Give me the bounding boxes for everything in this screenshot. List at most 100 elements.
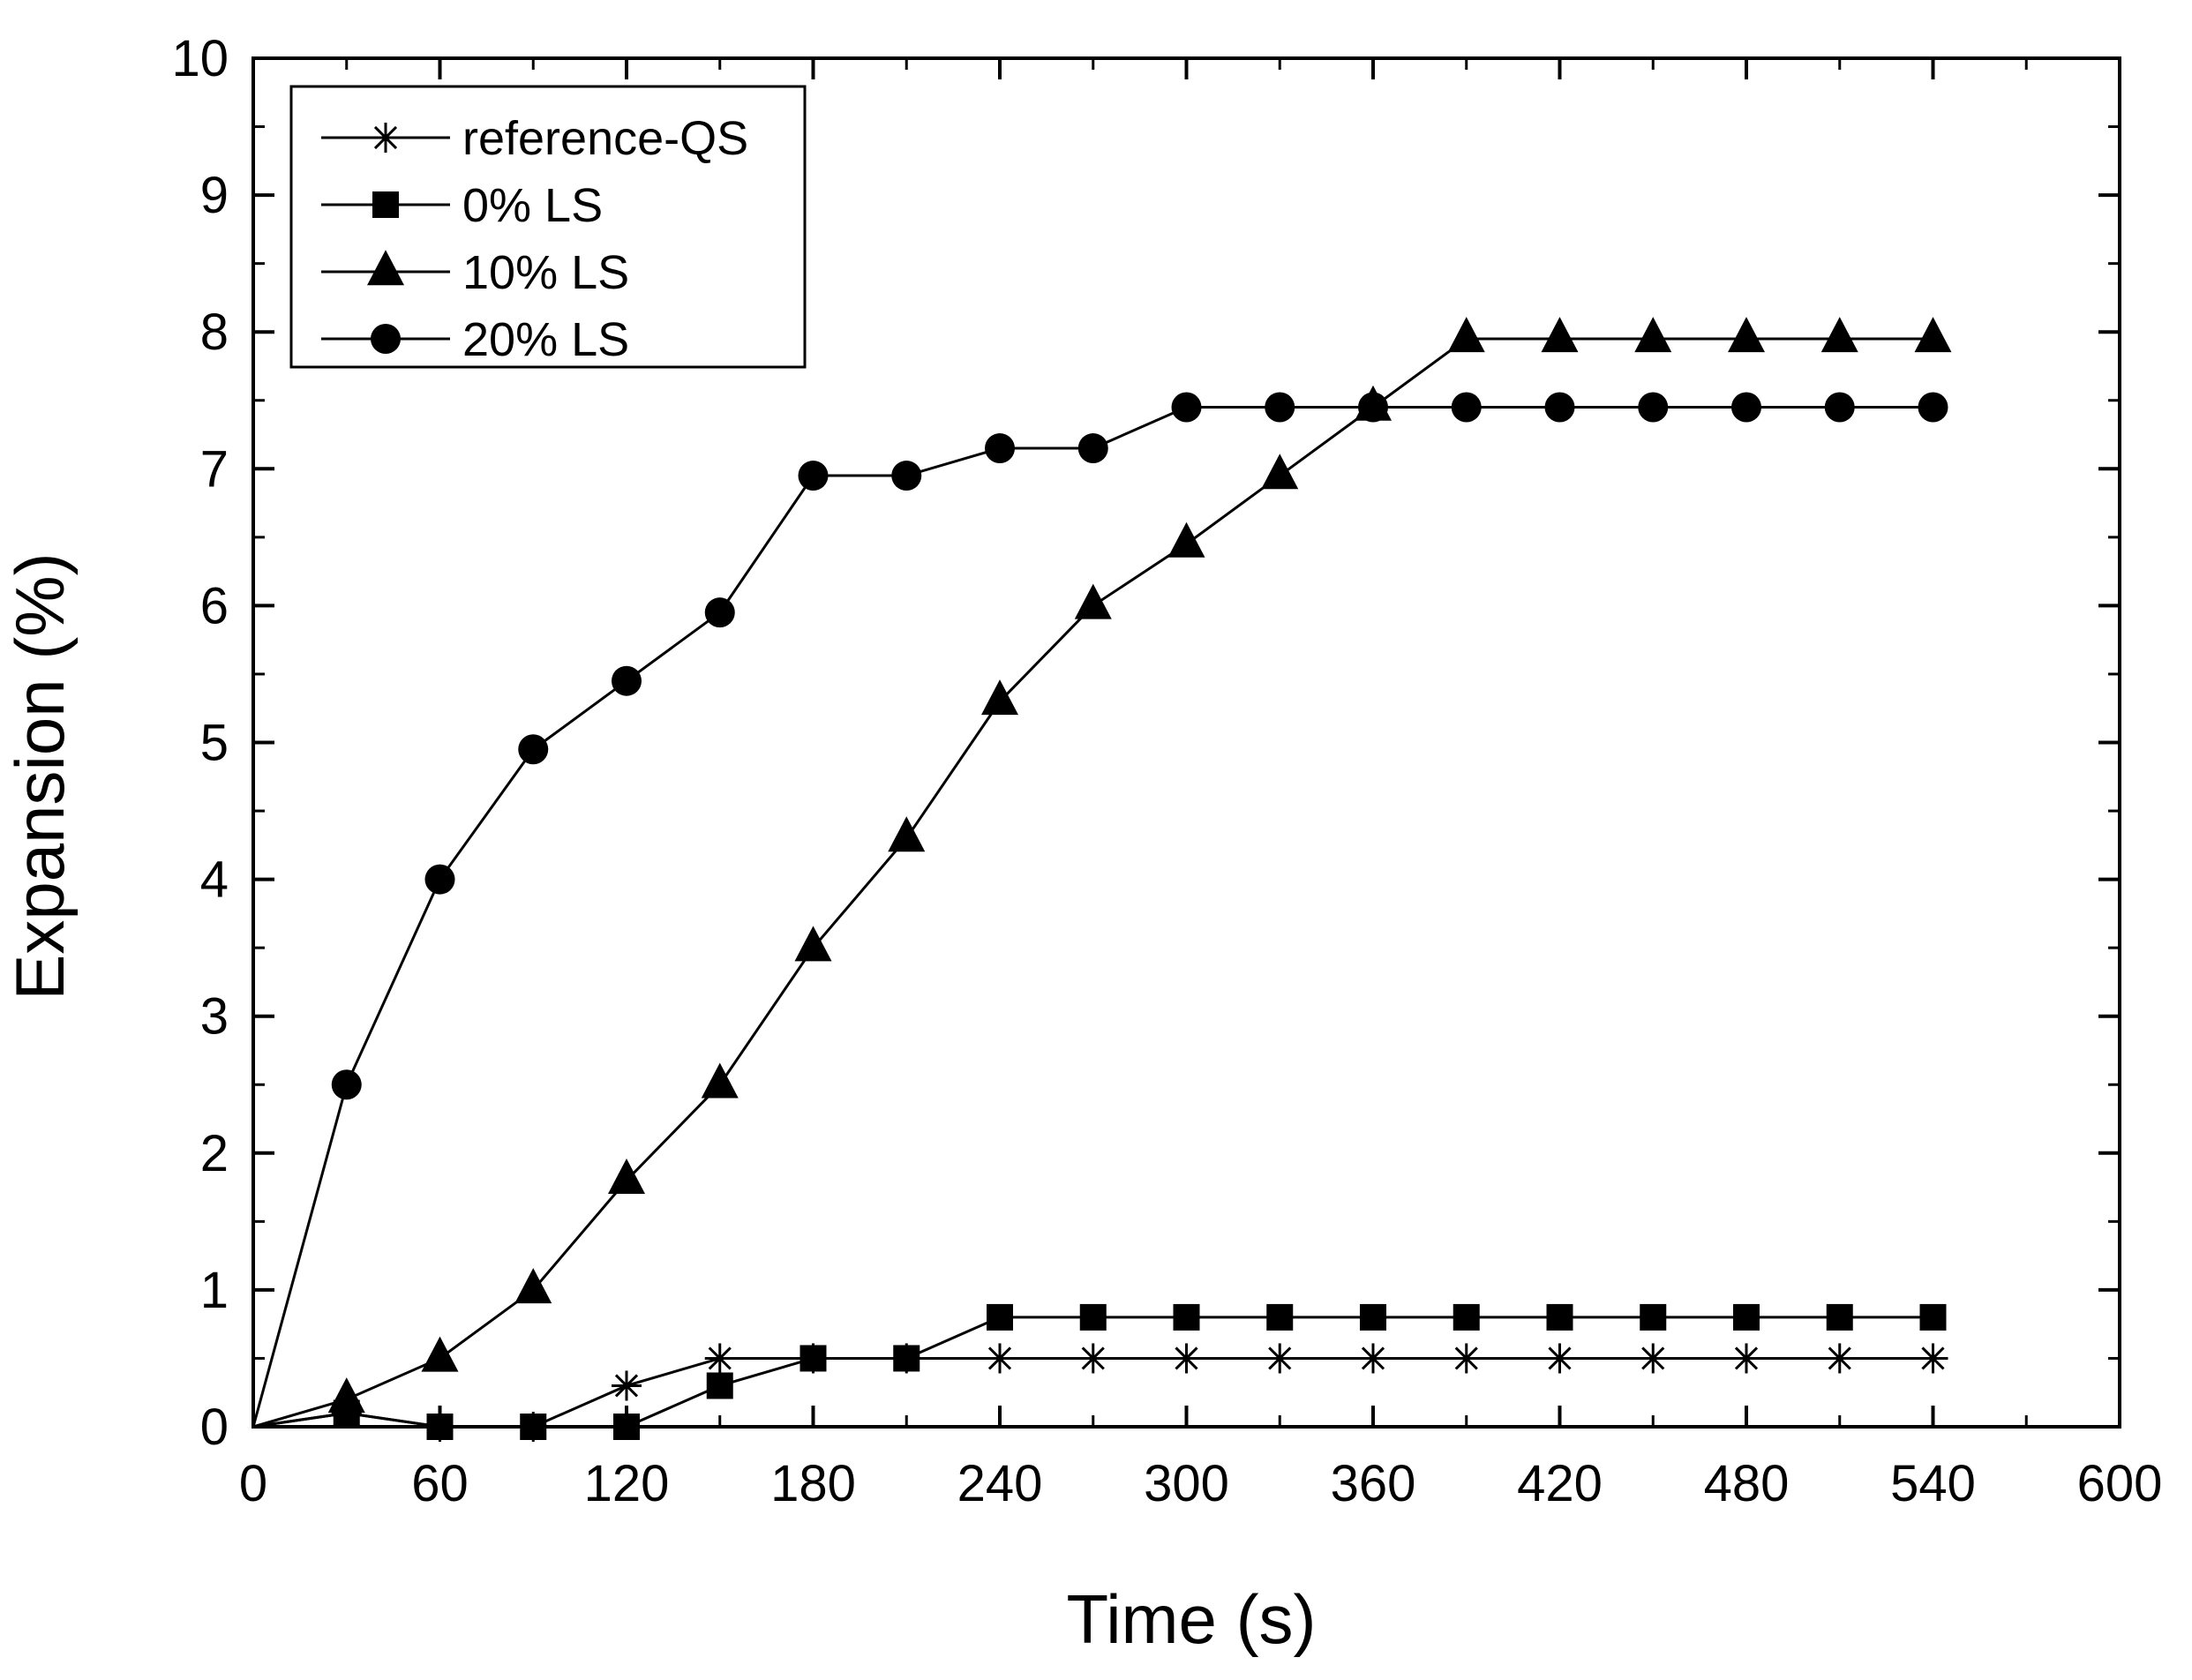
data-point-10-ls bbox=[981, 679, 1018, 716]
data-point-reference-qs bbox=[1638, 1343, 1669, 1374]
data-point-0-ls bbox=[1266, 1303, 1294, 1331]
data-point-10-ls bbox=[701, 1062, 739, 1099]
asterisk-stroke bbox=[1828, 1346, 1851, 1370]
data-point-reference-qs bbox=[1918, 1343, 1948, 1374]
data-point-10-ls bbox=[1447, 317, 1485, 353]
x-tick-label: 180 bbox=[770, 1455, 856, 1512]
asterisk-stroke bbox=[708, 1346, 732, 1370]
data-point-20-ls bbox=[1638, 392, 1669, 423]
data-point-0-ls bbox=[613, 1414, 640, 1440]
data-point-20-ls bbox=[985, 433, 1015, 464]
x-tick-label: 240 bbox=[957, 1455, 1043, 1512]
series-layer bbox=[251, 317, 1952, 1442]
data-point-10-ls bbox=[514, 1268, 552, 1304]
data-point-0-ls bbox=[1733, 1303, 1760, 1331]
data-point-10-ls bbox=[1261, 454, 1299, 490]
data-point-20-ls bbox=[704, 597, 735, 628]
data-point-0-ls bbox=[426, 1414, 454, 1440]
data-point-reference-qs bbox=[1451, 1343, 1482, 1374]
data-point-20-ls bbox=[1918, 392, 1948, 423]
y-tick-label: 3 bbox=[200, 988, 229, 1046]
legend-label: 0% LS bbox=[462, 179, 603, 232]
y-axis-title: Expansion (%) bbox=[1, 552, 79, 1000]
data-point-0-ls bbox=[1173, 1303, 1200, 1331]
data-point-10-ls bbox=[1914, 317, 1952, 353]
y-tick-label: 7 bbox=[200, 440, 229, 498]
data-point-20-ls bbox=[1358, 392, 1388, 423]
data-point-20-ls bbox=[1731, 392, 1761, 423]
data-point-0-ls bbox=[520, 1414, 547, 1440]
asterisk-stroke bbox=[1268, 1346, 1292, 1370]
y-tick-label: 10 bbox=[171, 30, 229, 87]
y-tick-label: 0 bbox=[200, 1399, 229, 1456]
legend-label: 10% LS bbox=[462, 246, 629, 299]
asterisk-stroke bbox=[1921, 1346, 1945, 1370]
asterisk-stroke bbox=[1734, 1346, 1759, 1370]
data-point-20-ls bbox=[891, 461, 922, 491]
data-point-20-ls bbox=[1544, 392, 1575, 423]
legend-marker bbox=[371, 123, 401, 153]
asterisk-stroke bbox=[987, 1346, 1012, 1370]
x-tick-label: 120 bbox=[584, 1455, 670, 1512]
series-20-ls bbox=[251, 392, 1948, 1428]
data-point-reference-qs bbox=[1171, 1343, 1202, 1374]
data-point-reference-qs bbox=[1731, 1343, 1761, 1374]
asterisk-stroke bbox=[373, 125, 398, 150]
asterisk-stroke bbox=[1548, 1346, 1572, 1370]
x-tick-label: 0 bbox=[239, 1455, 267, 1512]
x-tick-label: 420 bbox=[1517, 1455, 1603, 1512]
data-point-reference-qs bbox=[1358, 1343, 1388, 1374]
legend-box bbox=[289, 85, 807, 369]
data-point-0-ls bbox=[893, 1345, 920, 1372]
data-point-20-ls bbox=[424, 864, 455, 895]
data-point-0-ls bbox=[1453, 1303, 1480, 1331]
data-point-10-ls bbox=[1634, 317, 1672, 353]
data-point-10-ls bbox=[327, 1377, 365, 1414]
legend-marker bbox=[372, 191, 399, 218]
data-point-10-ls bbox=[1074, 583, 1112, 619]
legend-label: reference-QS bbox=[462, 112, 748, 165]
asterisk-stroke bbox=[614, 1374, 639, 1398]
y-tick-label: 6 bbox=[200, 577, 229, 634]
y-tick-label: 5 bbox=[200, 715, 229, 772]
data-point-reference-qs bbox=[1824, 1343, 1855, 1374]
data-point-10-ls bbox=[1541, 317, 1579, 353]
data-point-20-ls bbox=[798, 461, 829, 491]
data-point-10-ls bbox=[888, 816, 926, 852]
legend-label: 20% LS bbox=[462, 313, 629, 366]
x-tick-label: 600 bbox=[2077, 1455, 2163, 1512]
x-axis-title: Time (s) bbox=[1066, 1580, 1316, 1658]
data-point-20-ls bbox=[1451, 392, 1482, 423]
data-point-10-ls bbox=[608, 1159, 645, 1195]
data-point-0-ls bbox=[706, 1372, 733, 1399]
y-tick-label: 1 bbox=[200, 1262, 229, 1319]
data-point-0-ls bbox=[1360, 1303, 1386, 1331]
asterisk-stroke bbox=[1641, 1346, 1665, 1370]
legend-marker bbox=[371, 324, 401, 354]
data-point-20-ls bbox=[612, 665, 642, 696]
data-point-10-ls bbox=[1820, 317, 1858, 353]
legend-marker bbox=[367, 250, 404, 286]
data-point-reference-qs bbox=[1265, 1343, 1295, 1374]
data-point-10-ls bbox=[1728, 317, 1765, 353]
legend: reference-QS 0% LS 10% LS 20% LS bbox=[289, 85, 807, 369]
legend-item-20-ls: 20% LS bbox=[321, 313, 629, 366]
y-tick-label: 2 bbox=[200, 1125, 229, 1182]
x-tick-label: 300 bbox=[1144, 1455, 1229, 1512]
series-0-ls bbox=[252, 1303, 1947, 1440]
x-tick-label: 360 bbox=[1331, 1455, 1416, 1512]
data-point-0-ls bbox=[987, 1303, 1013, 1331]
y-tick-label: 9 bbox=[200, 167, 229, 224]
data-point-20-ls bbox=[1077, 433, 1108, 464]
legend-item-0-ls: 0% LS bbox=[321, 179, 603, 232]
series-10-ls bbox=[252, 317, 1952, 1429]
asterisk-stroke bbox=[1361, 1346, 1385, 1370]
x-tick-label: 60 bbox=[411, 1455, 469, 1512]
x-tick-label: 480 bbox=[1704, 1455, 1790, 1512]
data-point-20-ls bbox=[1171, 392, 1202, 423]
data-point-20-ls bbox=[331, 1069, 362, 1100]
legend-item-10-ls: 10% LS bbox=[321, 246, 629, 299]
legend-item-reference-qs: reference-QS bbox=[321, 112, 748, 165]
y-tick-label: 8 bbox=[200, 304, 229, 361]
